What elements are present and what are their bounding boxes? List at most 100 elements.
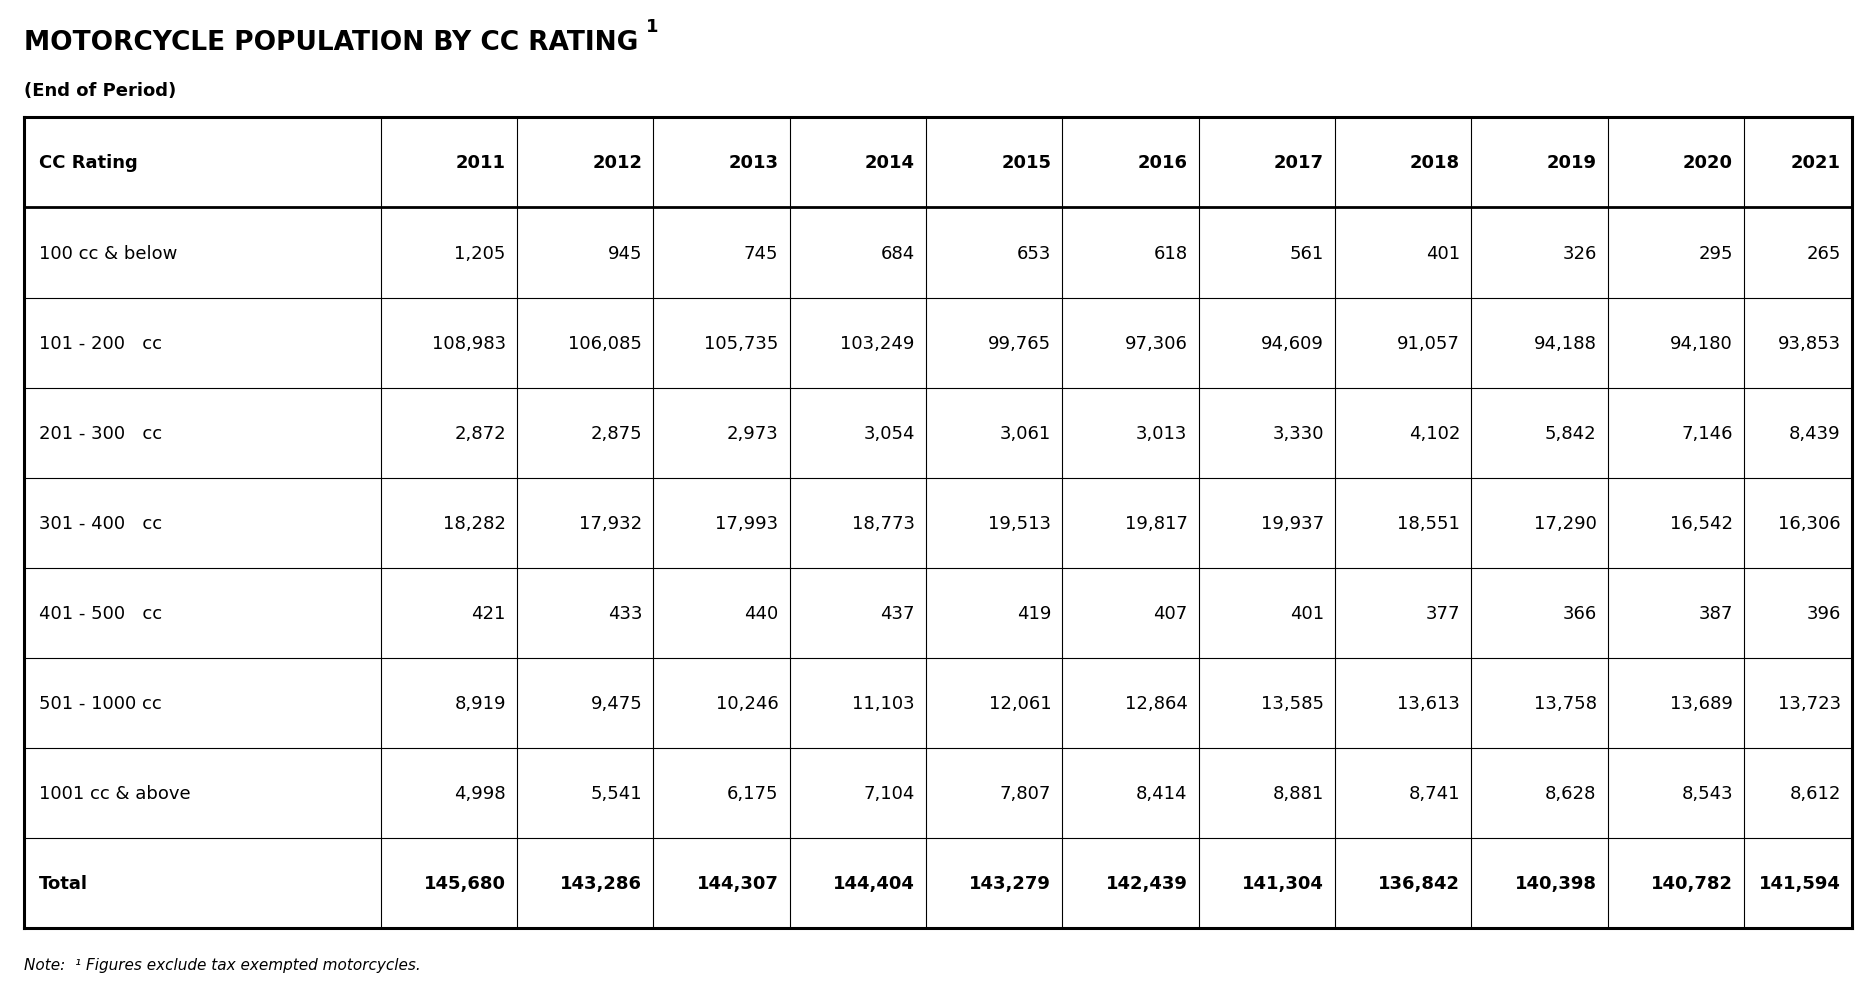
Text: 19,513: 19,513 — [988, 515, 1051, 532]
Text: 91,057: 91,057 — [1396, 334, 1460, 352]
Text: 8,439: 8,439 — [1788, 424, 1840, 442]
Text: 103,249: 103,249 — [841, 334, 915, 352]
Text: 3,013: 3,013 — [1135, 424, 1187, 442]
Text: 2020: 2020 — [1681, 154, 1732, 173]
Text: 618: 618 — [1152, 245, 1187, 262]
Text: 108,983: 108,983 — [431, 334, 505, 352]
Text: Total: Total — [39, 874, 88, 892]
Text: 396: 396 — [1806, 604, 1840, 622]
Text: (End of Period): (End of Period) — [24, 82, 177, 100]
Text: 2014: 2014 — [865, 154, 915, 173]
Text: 419: 419 — [1016, 604, 1051, 622]
Text: 7,807: 7,807 — [999, 784, 1051, 801]
Text: 105,735: 105,735 — [705, 334, 777, 352]
Text: 143,279: 143,279 — [969, 874, 1051, 892]
Text: 17,993: 17,993 — [716, 515, 777, 532]
Text: 326: 326 — [1562, 245, 1596, 262]
Text: 141,594: 141,594 — [1758, 874, 1840, 892]
Text: 377: 377 — [1424, 604, 1460, 622]
Text: 440: 440 — [744, 604, 777, 622]
Text: 1,205: 1,205 — [455, 245, 505, 262]
Text: 401: 401 — [1290, 604, 1323, 622]
Text: 501 - 1000 cc: 501 - 1000 cc — [39, 694, 162, 712]
Text: 17,290: 17,290 — [1532, 515, 1596, 532]
Text: 8,414: 8,414 — [1135, 784, 1187, 801]
Text: 19,937: 19,937 — [1260, 515, 1323, 532]
Text: 97,306: 97,306 — [1124, 334, 1187, 352]
Text: 8,741: 8,741 — [1407, 784, 1460, 801]
Text: 12,061: 12,061 — [988, 694, 1051, 712]
Text: 18,773: 18,773 — [852, 515, 915, 532]
Text: 7,146: 7,146 — [1681, 424, 1732, 442]
Text: 13,723: 13,723 — [1776, 694, 1840, 712]
Text: 201 - 300   cc: 201 - 300 cc — [39, 424, 162, 442]
Text: 2016: 2016 — [1137, 154, 1187, 173]
Text: Note:  ¹ Figures exclude tax exempted motorcycles.: Note: ¹ Figures exclude tax exempted mot… — [24, 958, 421, 972]
Text: 145,680: 145,680 — [423, 874, 505, 892]
Text: 1001 cc & above: 1001 cc & above — [39, 784, 190, 801]
Text: 5,541: 5,541 — [591, 784, 641, 801]
Text: 140,782: 140,782 — [1650, 874, 1732, 892]
Text: 401 - 500   cc: 401 - 500 cc — [39, 604, 162, 622]
Text: 10,246: 10,246 — [716, 694, 777, 712]
Text: 2019: 2019 — [1545, 154, 1596, 173]
Text: 265: 265 — [1806, 245, 1840, 262]
Text: 295: 295 — [1698, 245, 1732, 262]
Text: 11,103: 11,103 — [852, 694, 915, 712]
Text: 1: 1 — [645, 18, 658, 36]
Text: 5,842: 5,842 — [1543, 424, 1596, 442]
Text: 8,612: 8,612 — [1788, 784, 1840, 801]
Text: 366: 366 — [1562, 604, 1596, 622]
Text: 8,543: 8,543 — [1679, 784, 1732, 801]
Text: 2015: 2015 — [1001, 154, 1051, 173]
Text: 407: 407 — [1152, 604, 1187, 622]
Text: 13,689: 13,689 — [1668, 694, 1732, 712]
Text: 2,872: 2,872 — [455, 424, 505, 442]
Text: 8,881: 8,881 — [1271, 784, 1323, 801]
Text: 301 - 400   cc: 301 - 400 cc — [39, 515, 162, 532]
Text: 2018: 2018 — [1409, 154, 1460, 173]
Text: 144,307: 144,307 — [697, 874, 777, 892]
Text: 141,304: 141,304 — [1241, 874, 1323, 892]
Text: 2017: 2017 — [1273, 154, 1323, 173]
Text: 16,542: 16,542 — [1668, 515, 1732, 532]
Text: 401: 401 — [1426, 245, 1460, 262]
Text: 8,919: 8,919 — [455, 694, 505, 712]
Text: 745: 745 — [744, 245, 777, 262]
Text: 13,585: 13,585 — [1260, 694, 1323, 712]
Text: 93,853: 93,853 — [1776, 334, 1840, 352]
Text: 94,188: 94,188 — [1532, 334, 1596, 352]
Text: 2021: 2021 — [1789, 154, 1840, 173]
Text: 140,398: 140,398 — [1514, 874, 1596, 892]
Text: 13,613: 13,613 — [1396, 694, 1460, 712]
Text: 945: 945 — [608, 245, 641, 262]
Text: 421: 421 — [472, 604, 505, 622]
Text: 17,932: 17,932 — [578, 515, 641, 532]
Text: 8,628: 8,628 — [1545, 784, 1596, 801]
Text: 387: 387 — [1698, 604, 1732, 622]
Text: 101 - 200   cc: 101 - 200 cc — [39, 334, 162, 352]
Text: 2012: 2012 — [593, 154, 641, 173]
Text: 2011: 2011 — [455, 154, 505, 173]
Text: 19,817: 19,817 — [1124, 515, 1187, 532]
Text: 433: 433 — [608, 604, 641, 622]
Text: 18,282: 18,282 — [442, 515, 505, 532]
Text: 16,306: 16,306 — [1776, 515, 1840, 532]
Text: 653: 653 — [1016, 245, 1051, 262]
Text: 2,973: 2,973 — [727, 424, 777, 442]
Text: 106,085: 106,085 — [569, 334, 641, 352]
Text: 13,758: 13,758 — [1532, 694, 1596, 712]
Text: 142,439: 142,439 — [1105, 874, 1187, 892]
Text: 437: 437 — [880, 604, 915, 622]
Text: 144,404: 144,404 — [833, 874, 915, 892]
Text: 2013: 2013 — [729, 154, 777, 173]
Text: 94,609: 94,609 — [1260, 334, 1323, 352]
Text: 9,475: 9,475 — [591, 694, 641, 712]
Text: 3,061: 3,061 — [999, 424, 1051, 442]
Text: 561: 561 — [1288, 245, 1323, 262]
Text: 4,102: 4,102 — [1407, 424, 1460, 442]
Text: 3,054: 3,054 — [863, 424, 915, 442]
Text: 3,330: 3,330 — [1271, 424, 1323, 442]
Text: 99,765: 99,765 — [988, 334, 1051, 352]
Text: 94,180: 94,180 — [1670, 334, 1732, 352]
